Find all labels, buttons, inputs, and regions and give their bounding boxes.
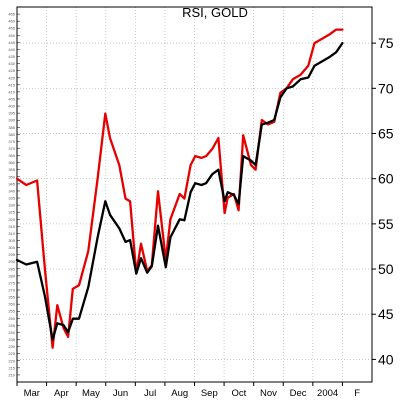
left-tick-label: 395 [8, 111, 15, 116]
x-tick-label: Nov [260, 388, 277, 399]
x-tick-label: Apr [54, 388, 69, 399]
x-tick-label: Jun [113, 388, 128, 399]
x-tick-label: 2004 [317, 388, 338, 399]
left-tick-label: 230 [8, 344, 15, 349]
left-tick-label: 455 [8, 26, 15, 31]
x-axis: Mar Apr May Jun Jul Aug Sep Oct Nov Dec 2004 F [16, 382, 360, 399]
right-tick-label: 70 [378, 80, 394, 96]
left-tick-label: 445 [8, 40, 15, 45]
left-tick-label: 420 [8, 75, 15, 80]
right-tick-label: 40 [378, 351, 394, 367]
chart-title: RSI, GOLD [182, 5, 248, 20]
left-axis: 210 215 220 225 230 235 240 245 250 255 260 265 270 2… [8, 12, 20, 377]
left-tick-label: 450 [8, 33, 15, 38]
left-tick-label: 290 [8, 259, 15, 264]
left-tick-label: 365 [8, 153, 15, 158]
series-line-black [15, 41, 344, 341]
left-tick-label: 285 [8, 266, 15, 271]
left-tick-label: 435 [8, 54, 15, 59]
left-tick-label: 265 [8, 295, 15, 300]
left-tick-label: 390 [8, 118, 15, 123]
left-tick-label: 355 [8, 167, 15, 172]
left-tick-label: 255 [8, 309, 15, 314]
left-tick-label: 240 [8, 330, 15, 335]
left-tick-label: 430 [8, 61, 15, 66]
x-tick-label: Aug [171, 388, 188, 399]
right-tick-label: 75 [378, 35, 394, 51]
left-tick-label: 345 [8, 181, 15, 186]
right-tick-label: 60 [378, 171, 394, 187]
left-tick-label: 385 [8, 125, 15, 130]
right-tick-label: 55 [378, 216, 394, 232]
left-tick-label: 235 [8, 337, 15, 342]
x-tick-label: Dec [290, 388, 307, 399]
left-tick-label: 415 [8, 82, 15, 87]
left-tick-label: 340 [8, 188, 15, 193]
left-tick-label: 465 [8, 12, 15, 17]
left-tick-label: 210 [8, 372, 15, 377]
left-tick-label: 220 [8, 358, 15, 363]
left-tick-label: 225 [8, 351, 15, 356]
left-tick-label: 405 [8, 96, 15, 101]
left-tick-label: 375 [8, 139, 15, 144]
left-tick-label: 245 [8, 323, 15, 328]
left-tick-label: 380 [8, 132, 15, 137]
left-tick-label: 325 [8, 210, 15, 215]
x-tick-label: Oct [231, 388, 246, 399]
left-tick-label: 275 [8, 280, 15, 285]
x-tick-label: May [82, 388, 100, 399]
left-tick-label: 295 [8, 252, 15, 257]
x-tick-label: Mar [24, 388, 40, 399]
left-tick-label: 250 [8, 316, 15, 321]
left-tick-label: 320 [8, 217, 15, 222]
left-tick-label: 215 [8, 365, 15, 370]
left-tick-label: 460 [8, 19, 15, 24]
x-tick-label: F [354, 388, 360, 399]
left-tick-label: 315 [8, 224, 15, 229]
left-tick-label: 260 [8, 302, 15, 307]
left-tick-label: 310 [8, 231, 15, 236]
left-tick-label: 400 [8, 104, 15, 109]
left-tick-label: 335 [8, 196, 15, 201]
left-tick-label: 330 [8, 203, 15, 208]
x-tick-label: Jul [144, 388, 156, 399]
series-lines [15, 28, 344, 349]
left-tick-label: 350 [8, 174, 15, 179]
left-tick-label: 280 [8, 273, 15, 278]
series-line-red [15, 28, 344, 349]
left-tick-label: 360 [8, 160, 15, 165]
left-tick-label: 440 [8, 47, 15, 52]
left-tick-label: 305 [8, 238, 15, 243]
left-tick-label: 300 [8, 245, 15, 250]
left-tick-label: 370 [8, 146, 15, 151]
right-tick-label: 45 [378, 306, 394, 322]
right-tick-label: 50 [378, 261, 394, 277]
x-tick-label: Sep [201, 388, 218, 399]
left-tick-label: 410 [8, 89, 15, 94]
left-tick-label: 425 [8, 68, 15, 73]
right-tick-label: 65 [378, 126, 394, 142]
left-tick-label: 270 [8, 288, 15, 293]
right-axis: 40 45 50 55 60 65 70 75 [372, 35, 394, 367]
